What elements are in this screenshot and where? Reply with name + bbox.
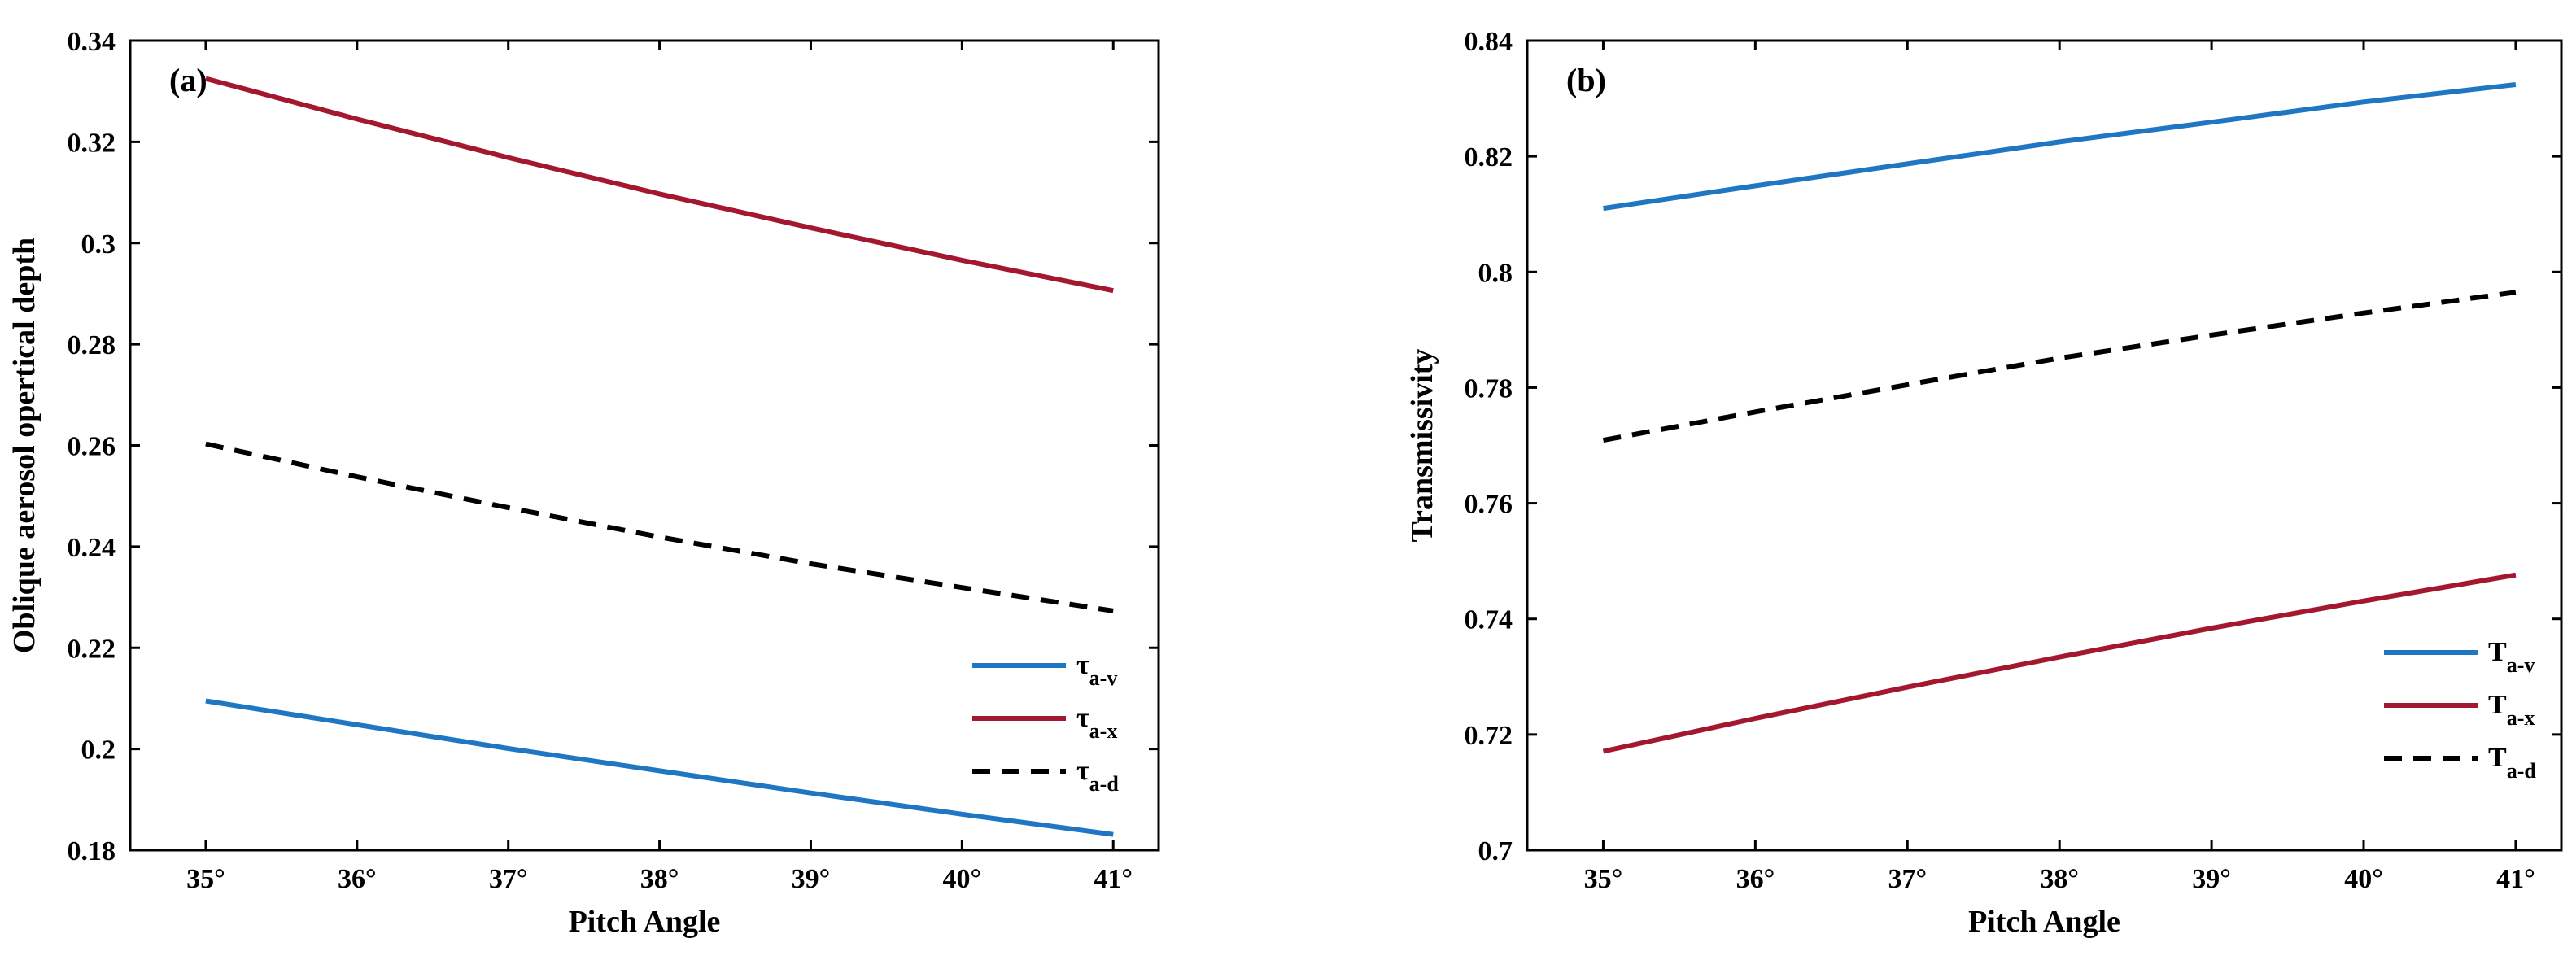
y-tick-label: 0.22 <box>68 634 116 664</box>
x-axis-label: Pitch Angle <box>569 905 721 939</box>
y-tick-label: 0.72 <box>1465 721 1513 751</box>
y-axis-label: Transmissivity <box>1405 349 1439 543</box>
x-tick-label: 35° <box>1584 864 1623 894</box>
series-line-a-x <box>205 76 1114 294</box>
x-tick-label: 40° <box>943 864 982 894</box>
x-tick-label: 38° <box>640 864 679 894</box>
y-tick-label: 0.28 <box>68 330 116 360</box>
y-tick-label: 0.78 <box>1465 373 1513 404</box>
series-line-a-v <box>205 698 1114 837</box>
plot-frame <box>129 39 1160 852</box>
y-tick-label: 0.74 <box>1465 605 1513 635</box>
panel-label: (b) <box>1566 62 1606 98</box>
legend-label-a-x: Ta-x <box>2488 690 2535 730</box>
legend-label-a-d: Ta-d <box>2488 743 2536 783</box>
series-line-a-d <box>205 441 1114 613</box>
y-tick-label: 0.8 <box>1478 258 1513 288</box>
y-tick-label: 0.84 <box>1465 27 1513 57</box>
y-tick-label: 0.32 <box>68 128 116 158</box>
y-tick-label: 0.82 <box>1465 142 1513 172</box>
plot-frame <box>1526 39 2563 852</box>
x-tick-label: 36° <box>1736 864 1775 894</box>
y-tick-label: 0.2 <box>81 735 116 766</box>
x-tick-label: 38° <box>2040 864 2079 894</box>
series-line-a-d <box>1602 290 2517 443</box>
y-tick-label: 0.18 <box>68 836 116 866</box>
legend-label-a-x: τa-x <box>1076 703 1117 743</box>
x-axis-label: Pitch Angle <box>1968 905 2120 939</box>
y-tick-label: 0.24 <box>68 533 116 563</box>
x-tick-label: 36° <box>338 864 377 894</box>
y-tick-label: 0.76 <box>1465 490 1513 520</box>
y-tick-label: 0.7 <box>1478 836 1513 866</box>
legend-label-a-v: Ta-v <box>2488 637 2535 677</box>
x-tick-label: 41° <box>2496 864 2535 894</box>
x-tick-label: 40° <box>2344 864 2383 894</box>
y-tick-label: 0.3 <box>81 229 116 260</box>
series-line-a-x <box>1602 572 2517 754</box>
y-tick-label: 0.34 <box>68 27 116 57</box>
y-tick-label: 0.26 <box>68 432 116 462</box>
x-tick-label: 37° <box>1888 864 1927 894</box>
panel-a: 0.18 0.2 0.22 0.24 0.26 0.28 0.3 0.32 0.34 35° 36°… <box>7 27 1160 939</box>
x-tick-label: 41° <box>1094 864 1133 894</box>
y-axis-label: Oblique aerosol opertical depth <box>7 238 41 653</box>
series-line-a-v <box>1603 82 2517 212</box>
x-tick-label: 39° <box>2192 864 2231 894</box>
legend-label-a-d: τa-d <box>1076 756 1119 796</box>
x-tick-label: 35° <box>186 864 225 894</box>
x-tick-label: 37° <box>489 864 528 894</box>
x-tick-label: 39° <box>792 864 831 894</box>
panel-b: 0.7 0.72 0.74 0.76 0.78 0.8 0.82 0.84 35° 36° 37° 3… <box>1405 27 2563 939</box>
panel-label: (a) <box>169 62 207 98</box>
legend-label-a-v: τa-v <box>1076 650 1117 690</box>
